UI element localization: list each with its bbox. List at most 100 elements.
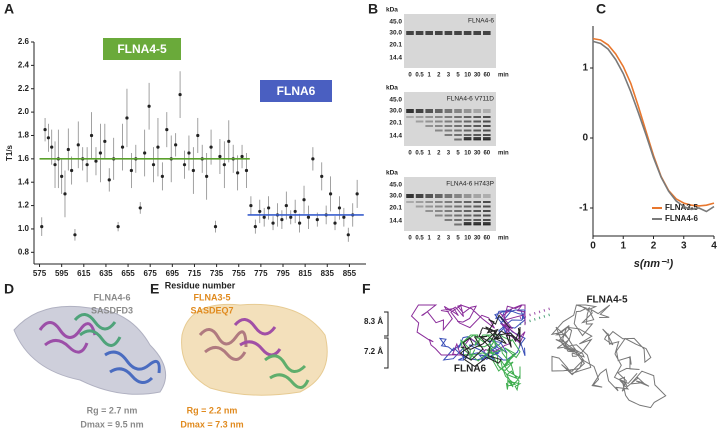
band bbox=[473, 120, 481, 123]
band bbox=[473, 116, 481, 118]
marker-label: 45.0 bbox=[389, 19, 402, 26]
point bbox=[89, 133, 94, 138]
x-tick-label: 755 bbox=[232, 269, 246, 278]
point bbox=[227, 139, 231, 143]
band bbox=[473, 205, 481, 208]
marker-label: 20.1 bbox=[389, 42, 402, 49]
point bbox=[209, 145, 213, 149]
lane-label: 3 bbox=[447, 73, 451, 79]
y-tick-label: 1.8 bbox=[18, 131, 30, 140]
structure-title: FLNA4-6 bbox=[93, 292, 130, 302]
point bbox=[98, 151, 102, 155]
kda-label: kDa bbox=[386, 170, 398, 177]
band bbox=[406, 194, 414, 198]
x-tick-label: 775 bbox=[254, 269, 268, 278]
lane-label: 3 bbox=[447, 151, 451, 157]
lane-label: 30 bbox=[474, 151, 481, 157]
band bbox=[435, 194, 443, 198]
band bbox=[483, 129, 491, 132]
band bbox=[415, 201, 424, 203]
band bbox=[463, 109, 472, 113]
point bbox=[337, 206, 342, 210]
point bbox=[178, 92, 182, 97]
annotation: FLNA6 bbox=[277, 84, 316, 98]
gel bbox=[404, 14, 496, 68]
point bbox=[258, 209, 262, 214]
lane-label: 60 bbox=[483, 236, 490, 242]
point bbox=[333, 221, 337, 225]
band bbox=[435, 210, 443, 212]
band bbox=[463, 134, 472, 136]
y-tick-label: 1.2 bbox=[18, 201, 30, 210]
x-tick-label: 655 bbox=[121, 269, 135, 278]
point bbox=[151, 163, 156, 167]
band bbox=[454, 109, 462, 113]
band bbox=[483, 116, 491, 118]
lane-label: 5 bbox=[456, 151, 460, 157]
curve bbox=[592, 40, 715, 213]
y-tick-label: 2.2 bbox=[18, 84, 30, 93]
x-axis-label: Residue number bbox=[165, 280, 236, 290]
x-tick-label: 2 bbox=[651, 241, 657, 252]
point bbox=[236, 171, 240, 175]
gel-title: FLNA4-6 H743P bbox=[446, 181, 494, 188]
legend-label: FLNA3-5 bbox=[665, 203, 698, 212]
x-tick-label: 3 bbox=[681, 241, 687, 252]
point bbox=[120, 145, 125, 149]
point bbox=[50, 145, 54, 149]
distance-label: 7.2 Å bbox=[364, 347, 383, 356]
rg: Rg = 2.2 nm bbox=[187, 405, 238, 415]
band bbox=[444, 219, 453, 221]
point bbox=[143, 151, 147, 155]
x-tick-label: 795 bbox=[276, 269, 290, 278]
point bbox=[289, 215, 293, 219]
band bbox=[463, 129, 472, 132]
point bbox=[40, 225, 44, 229]
point bbox=[182, 163, 187, 167]
lane-label: 2 bbox=[437, 73, 441, 79]
point bbox=[271, 221, 275, 225]
y-tick-label: 0.8 bbox=[18, 247, 30, 256]
band bbox=[473, 214, 481, 217]
band bbox=[463, 120, 472, 123]
band bbox=[444, 125, 453, 127]
band bbox=[435, 129, 443, 132]
lane-label: 5 bbox=[456, 236, 460, 242]
annotation-box bbox=[260, 80, 332, 102]
band bbox=[473, 137, 481, 140]
marker-label: 45.0 bbox=[389, 97, 402, 104]
x-tick-label: 595 bbox=[55, 269, 69, 278]
marker-label: 30.0 bbox=[389, 193, 402, 200]
point bbox=[43, 128, 47, 132]
band bbox=[483, 219, 491, 221]
band bbox=[473, 31, 481, 35]
point bbox=[63, 192, 67, 196]
x-tick-label: 835 bbox=[321, 269, 335, 278]
x-tick-label: 635 bbox=[99, 269, 113, 278]
band bbox=[483, 125, 491, 127]
y-tick-label: 1.0 bbox=[18, 224, 30, 233]
x-tick-label: 615 bbox=[77, 269, 91, 278]
marker-label: 30.0 bbox=[389, 30, 402, 37]
accession: SASDEQ7 bbox=[190, 305, 233, 315]
curve bbox=[592, 37, 715, 207]
band bbox=[444, 134, 453, 136]
backbone-trace bbox=[460, 334, 522, 392]
band bbox=[406, 109, 414, 113]
band bbox=[444, 109, 453, 113]
panel-label: C bbox=[596, 1, 606, 17]
y-tick-label: 0 bbox=[582, 133, 588, 144]
marker-label: 45.0 bbox=[389, 182, 402, 189]
lane-unit: min bbox=[498, 236, 509, 242]
point bbox=[107, 178, 111, 182]
panel-label: F bbox=[362, 281, 371, 297]
band bbox=[435, 31, 443, 35]
x-tick-label: 715 bbox=[188, 269, 202, 278]
band bbox=[463, 31, 472, 35]
panel-label: B bbox=[368, 1, 378, 17]
point bbox=[73, 233, 77, 237]
x-tick-label: 675 bbox=[144, 269, 158, 278]
x-tick-label: 855 bbox=[343, 269, 357, 278]
band bbox=[444, 31, 453, 35]
band bbox=[483, 222, 491, 225]
